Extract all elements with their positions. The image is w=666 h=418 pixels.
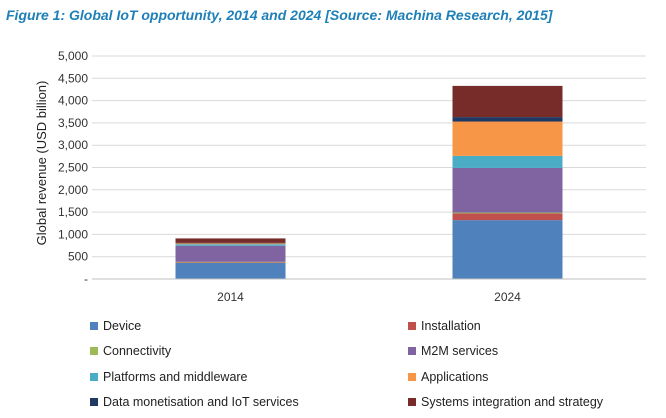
- y-tick-label: 1,000: [58, 227, 88, 241]
- bar-segment-platforms-and-middleware-2014: [175, 244, 286, 246]
- figure-title: Figure 1: Global IoT opportunity, 2014 a…: [6, 7, 553, 23]
- gridlines: [92, 55, 646, 258]
- bar-segment-applications-2014: [175, 243, 286, 245]
- bar-segment-installation-2014: [175, 262, 286, 263]
- y-tick-label: 4,000: [58, 94, 88, 108]
- y-axis-tick-labels: - 500 1,000 1,500 2,000 2,500 3,000 3,500 4,000 4…: [58, 49, 88, 286]
- y-tick-label: 500: [68, 250, 88, 264]
- y-tick-label: 1,500: [58, 205, 88, 219]
- x-tick-label: 2024: [494, 290, 521, 304]
- bar-segment-applications-2024: [452, 121, 563, 156]
- bar-segment-installation-2024: [452, 213, 563, 221]
- y-tick-label: 3,500: [58, 116, 88, 130]
- y-tick-label: 2,000: [58, 183, 88, 197]
- bar-segment-device-2014: [175, 262, 286, 279]
- bar-segment-systems-integration-and-strategy-2014: [175, 238, 286, 243]
- y-axis-label: Global revenue (USD billion): [34, 81, 49, 246]
- y-tick-label: 5,000: [58, 49, 88, 63]
- bar-segment-m2m-services-2024: [452, 167, 563, 213]
- y-tick-label: 4,500: [58, 71, 88, 85]
- y-tick-label: 3,000: [58, 138, 88, 152]
- bars: [175, 85, 563, 279]
- bar-segment-device-2024: [452, 220, 563, 279]
- bar-segment-connectivity-2024: [452, 212, 563, 214]
- bar-segment-data-monetisation-and-iot-services-2024: [452, 117, 563, 122]
- x-tick-label: 2014: [217, 290, 244, 304]
- y-tick-label: -: [84, 272, 88, 286]
- bar-segment-m2m-services-2014: [175, 245, 286, 262]
- y-tick-label: 2,500: [58, 161, 88, 175]
- bar-segment-platforms-and-middleware-2024: [452, 155, 563, 168]
- x-axis-tick-labels: 2014 2024: [217, 290, 521, 304]
- bar-segment-systems-integration-and-strategy-2024: [452, 85, 563, 118]
